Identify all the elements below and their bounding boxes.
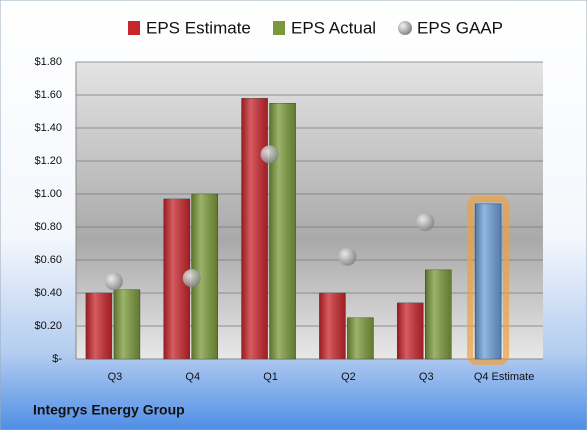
y-tick-label: $0.80 xyxy=(34,221,62,233)
bar-shine xyxy=(241,98,268,360)
bar-shine xyxy=(347,317,374,359)
bar-shine xyxy=(113,289,140,359)
legend-swatch xyxy=(128,21,140,35)
legend-label: EPS Estimate xyxy=(146,18,251,37)
y-tick-label: $1.60 xyxy=(34,89,62,101)
y-tick-label: $1.80 xyxy=(34,56,62,68)
x-tick-label: Q2 xyxy=(341,371,356,383)
legend-swatch xyxy=(398,21,412,35)
bar-shine xyxy=(397,302,424,359)
legend-label: EPS Actual xyxy=(291,18,376,37)
bar-shine xyxy=(425,269,452,359)
bar-shine xyxy=(475,203,502,359)
y-tick-label: $1.40 xyxy=(34,122,62,134)
chart-title: Integrys Energy Group xyxy=(33,402,185,418)
y-tick-label: $1.20 xyxy=(34,155,62,167)
bar-highlight xyxy=(467,195,510,365)
y-tick-label: $0.20 xyxy=(34,320,62,332)
x-tick-label: Q1 xyxy=(263,371,278,383)
x-tick-label: Q3 xyxy=(419,371,434,383)
marker xyxy=(260,145,279,164)
marker xyxy=(416,213,435,232)
x-tick-label: Q3 xyxy=(108,371,123,383)
bar-shine xyxy=(269,103,296,359)
marker xyxy=(104,272,123,291)
y-tick-label: $0.40 xyxy=(34,287,62,299)
plot-area xyxy=(76,62,543,359)
legend-swatch xyxy=(273,21,285,35)
bar-shine xyxy=(319,293,346,359)
marker xyxy=(182,269,201,288)
y-tick-label: $1.00 xyxy=(34,188,62,200)
x-tick-label: Q4 xyxy=(185,371,200,383)
legend-label: EPS GAAP xyxy=(417,18,503,37)
bar-shine xyxy=(85,293,112,359)
y-tick-label: $0.60 xyxy=(34,254,62,266)
y-tick-label: $- xyxy=(52,353,62,365)
x-tick-label: Q4 Estimate xyxy=(474,371,535,383)
marker xyxy=(338,247,357,266)
